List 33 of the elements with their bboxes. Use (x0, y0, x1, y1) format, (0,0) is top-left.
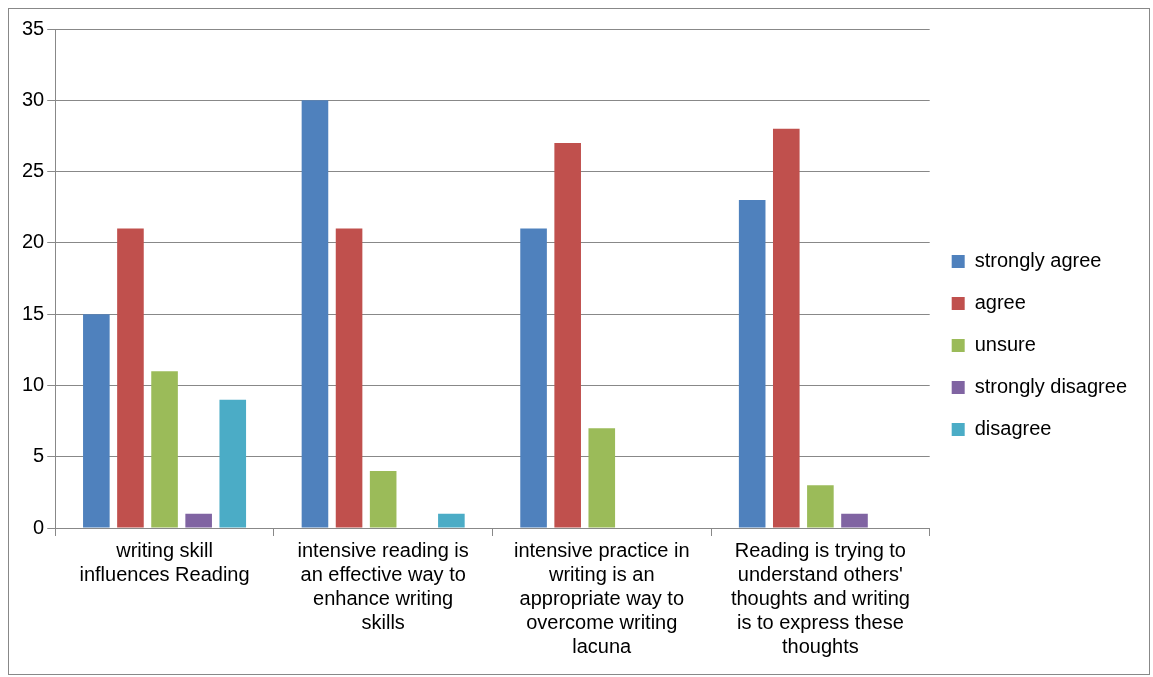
y-tick-label: 30 (22, 87, 45, 110)
x-tick-label: intensive practice in writing is an appropriate way to overcome writing lacuna (513, 538, 690, 657)
legend-label: agree (974, 291, 1026, 314)
bar (807, 485, 834, 528)
legend-label: strongly disagree (974, 375, 1128, 398)
bar (738, 200, 766, 528)
y-tick-label: 0 (33, 515, 45, 538)
bar (185, 513, 212, 528)
bar (369, 470, 397, 528)
bar (301, 100, 329, 528)
bar (151, 371, 178, 528)
x-tick-label: writing skill influences Reading (79, 538, 250, 585)
y-tick-label: 10 (22, 372, 45, 395)
legend-label: unsure (974, 333, 1036, 356)
legend-label: strongly agree (974, 249, 1102, 272)
bar (219, 399, 247, 528)
y-tick-label: 35 (22, 16, 45, 39)
x-tick-label: intensive reading is an effective way to enhance writing skills (297, 538, 469, 633)
bar (520, 228, 547, 528)
legend-label: disagree (974, 417, 1052, 440)
y-tick-label: 25 (22, 159, 45, 182)
bar (438, 513, 465, 528)
y-tick-label: 15 (22, 301, 45, 324)
bar (772, 128, 800, 528)
bar (335, 228, 363, 528)
bar (841, 513, 868, 528)
y-tick-label: 20 (22, 230, 45, 253)
y-tick-label: 5 (33, 444, 45, 467)
bar (117, 228, 144, 528)
bar (588, 428, 616, 528)
x-tick-label: Reading is trying to understand others' thoughts and writing is to express these thoughts (730, 538, 910, 657)
bar (554, 143, 581, 528)
bar (83, 314, 110, 528)
